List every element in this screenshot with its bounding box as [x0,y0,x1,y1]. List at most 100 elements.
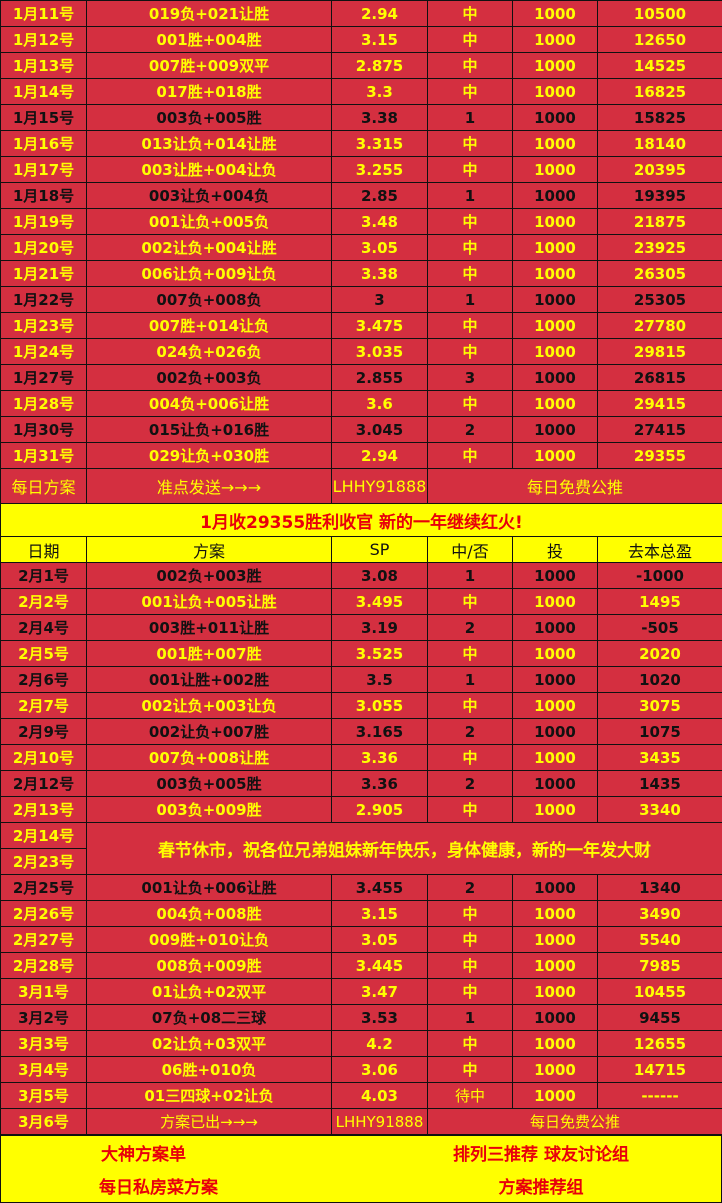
cell-sp: 3.05 [332,927,428,953]
cell-sp: 2.855 [332,365,428,391]
cell-result: 2 [428,615,513,641]
footer-link-daily-plan[interactable]: 每日私房菜方案 [1,1169,361,1202]
cell-date: 1月12号 [1,27,87,53]
cell-sp: 3.05 [332,235,428,261]
cell-stake: 1000 [513,927,598,953]
cell-result: 中 [428,443,513,469]
cell-plan: 003负+009胜 [87,797,332,823]
cell-plan: 004负+008胜 [87,901,332,927]
cell-date: 1月14号 [1,79,87,105]
cell-date: 1月13号 [1,53,87,79]
cell-plan: 007负+008负 [87,287,332,313]
cell-stake: 1000 [513,1031,598,1057]
cell-plan: 015让负+016胜 [87,417,332,443]
cell-date: 3月3号 [1,1031,87,1057]
cell-stake: 1000 [513,1083,598,1109]
cell-date: 2月2号 [1,589,87,615]
cell-sp: 3.495 [332,589,428,615]
cell-stake: 1000 [513,287,598,313]
cell-plan: 003负+005胜 [87,771,332,797]
cell-profit: 14715 [598,1057,722,1083]
cell-date: 1月21号 [1,261,87,287]
header-sp: SP [332,537,428,563]
info-send: 准点发送→→→ [87,469,332,504]
cell-profit: -505 [598,615,722,641]
cell-stake: 1000 [513,693,598,719]
cell-result: 2 [428,875,513,901]
cell-result: 中 [428,313,513,339]
cell-date: 1月31号 [1,443,87,469]
cell-plan: 002负+003胜 [87,563,332,589]
cell-stake: 1000 [513,667,598,693]
cell-profit: 1020 [598,667,722,693]
cell-date: 3月1号 [1,979,87,1005]
cell-stake: 1000 [513,1057,598,1083]
cell-stake: 1000 [513,979,598,1005]
footer-links: 大神方案单 排列三推荐 球友讨论组 每日私房菜方案 方案推荐组 [0,1135,722,1203]
cell-plan: 013让负+014让胜 [87,131,332,157]
cell-result: 中 [428,979,513,1005]
cell-result: 1 [428,1005,513,1031]
cell-date: 1月30号 [1,417,87,443]
cell-plan: 002让负+004让胜 [87,235,332,261]
cell-sp: 3.475 [332,313,428,339]
cell-plan: 003让负+004负 [87,183,332,209]
cell-sp: 3.315 [332,131,428,157]
cell-result: 2 [428,771,513,797]
cell-plan: 004负+006让胜 [87,391,332,417]
cell-result: 1 [428,183,513,209]
cell-date: 2月25号 [1,875,87,901]
cell-date: 2月10号 [1,745,87,771]
cell-plan: 009胜+010让负 [87,927,332,953]
cell-plan: 007负+008让胜 [87,745,332,771]
cell-plan: 001胜+007胜 [87,641,332,667]
cell-result: 待中 [428,1083,513,1109]
footer-link-recommend-group[interactable]: 方案推荐组 [361,1169,721,1202]
cell-profit: 23925 [598,235,722,261]
cell-sp: 3.47 [332,979,428,1005]
cell-stake: 1000 [513,105,598,131]
cell-profit: 26305 [598,261,722,287]
cell-stake: 1000 [513,313,598,339]
cell-plan: 002让负+007胜 [87,719,332,745]
cell-plan: 003胜+011让胜 [87,615,332,641]
cell-plan: 002让负+003让负 [87,693,332,719]
footer-link-master-plan[interactable]: 大神方案单 [1,1136,361,1169]
cell-date: 2月6号 [1,667,87,693]
cell-profit: 9455 [598,1005,722,1031]
cell-date: 3月5号 [1,1083,87,1109]
cell-date: 3月4号 [1,1057,87,1083]
holiday-date-end: 2月23号 [1,849,87,875]
cell-stake: 1000 [513,443,598,469]
cell-profit: 3075 [598,693,722,719]
cell-result: 中 [428,131,513,157]
cell-stake: 1000 [513,417,598,443]
cell-sp: 3.38 [332,105,428,131]
cell-date: 1月15号 [1,105,87,131]
cell-date: 2月13号 [1,797,87,823]
cell-sp: 3.035 [332,339,428,365]
cell-result: 2 [428,417,513,443]
info-send: 方案已出→→→ [87,1109,332,1135]
cell-profit: 29415 [598,391,722,417]
cell-sp: 3.15 [332,901,428,927]
cell-plan: 001让负+005让胜 [87,589,332,615]
footer-link-discussion-group[interactable]: 排列三推荐 球友讨论组 [361,1136,721,1169]
cell-sp: 2.85 [332,183,428,209]
cell-stake: 1000 [513,261,598,287]
cell-profit: 3340 [598,797,722,823]
cell-plan: 002负+003负 [87,365,332,391]
